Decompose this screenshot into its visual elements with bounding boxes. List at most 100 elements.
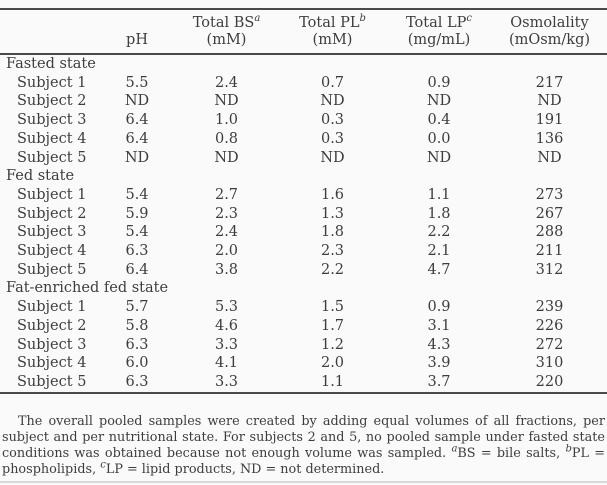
cell-bs: 5.3 [214, 299, 239, 316]
section-label-fat-enriched: Fat-enriched fed state [6, 280, 169, 297]
cell-pl: 2.0 [320, 355, 345, 372]
cell-lp: 2.1 [427, 243, 451, 260]
cell-ph: 6.0 [125, 355, 149, 372]
header-ph-label: pH [126, 32, 148, 48]
header-total-pl: Total PLb (mM) [279, 9, 386, 55]
row-label: Subject 5 [17, 373, 87, 390]
cell-ph: 6.4 [125, 130, 149, 147]
cell-lp: 3.9 [427, 355, 451, 372]
cell-lp: ND [426, 149, 452, 166]
row-label: Subject 5 [17, 261, 87, 278]
cell-lp: 1.1 [427, 186, 451, 203]
cell-bs: 2.3 [214, 205, 239, 222]
cell-osm: ND [537, 93, 562, 110]
cell-lp: 3.7 [427, 373, 451, 390]
cell-lp: 0.0 [427, 130, 451, 147]
header-total-pl-unit: (mM) [312, 32, 353, 48]
header-total-bs: Total BSa (mM) [174, 9, 279, 55]
cell-pl: 1.3 [320, 205, 345, 222]
cell-lp: 4.3 [427, 336, 451, 353]
cell-pl: ND [320, 93, 345, 110]
cell-pl: ND [320, 149, 345, 166]
cell-lp: ND [426, 93, 452, 110]
cell-pl: 1.5 [320, 299, 345, 316]
row-label: Subject 4 [17, 355, 87, 372]
header-total-lp-label: Total LP [406, 15, 467, 31]
cell-osm: 272 [535, 336, 564, 353]
row-label: Subject 2 [17, 205, 87, 222]
header-total-pl-label: Total PL [299, 15, 360, 31]
cell-lp: 0.9 [427, 299, 451, 316]
row-label: Subject 3 [17, 224, 87, 241]
footnote-sup-a: a [451, 443, 458, 455]
section-row: Fed state [0, 167, 607, 186]
header-total-bs-unit: (mM) [206, 32, 247, 48]
table-row: Subject 1 5.7 5.3 1.5 0.9 239 [0, 298, 607, 317]
cell-bs: 2.7 [214, 186, 239, 203]
cell-pl: 2.3 [320, 243, 345, 260]
cell-ph: ND [124, 93, 150, 110]
header-ph: pH [100, 9, 174, 55]
table-row: Subject 2 ND ND ND ND ND [0, 92, 607, 111]
cell-ph: 6.3 [125, 243, 149, 260]
table-row: Subject 4 6.0 4.1 2.0 3.9 310 [0, 354, 607, 373]
cell-osm: 220 [535, 373, 564, 390]
cell-bs: 4.6 [214, 317, 239, 334]
cell-osm: 226 [535, 317, 564, 334]
row-label: Subject 4 [17, 243, 87, 260]
pooled-samples-table: pH Total BSa (mM) Total PLb (mM) Total L… [0, 8, 607, 394]
header-total-lp: Total LPc (mg/mL) [386, 9, 492, 55]
footnote-marker-a: a [254, 13, 261, 25]
row-label: Subject 2 [17, 317, 87, 334]
table-row: Subject 3 6.4 1.0 0.3 0.4 191 [0, 111, 607, 130]
page-edge-line [0, 481, 607, 483]
footnote-marker-b: b [359, 13, 366, 25]
table-row: Subject 4 6.3 2.0 2.3 2.1 211 [0, 242, 607, 261]
cell-bs: 2.0 [214, 243, 239, 260]
cell-osm: 312 [535, 261, 564, 278]
cell-pl: 1.6 [320, 186, 345, 203]
cell-ph: 6.4 [125, 112, 149, 129]
cell-osm: 267 [535, 205, 564, 222]
row-label: Subject 4 [17, 130, 87, 147]
cell-pl: 1.7 [320, 317, 345, 334]
table-header: pH Total BSa (mM) Total PLb (mM) Total L… [0, 9, 607, 55]
cell-osm: 211 [535, 243, 564, 260]
cell-lp: 1.8 [427, 205, 451, 222]
table-row: Subject 2 5.9 2.3 1.3 1.8 267 [0, 205, 607, 224]
cell-lp: 0.9 [427, 74, 451, 91]
cell-pl: 1.8 [320, 224, 345, 241]
header-total-bs-label: Total BS [192, 15, 255, 31]
cell-osm: 288 [535, 224, 564, 241]
cell-osm: ND [537, 149, 562, 166]
table-row: Subject 3 5.4 2.4 1.8 2.2 288 [0, 223, 607, 242]
cell-ph: 6.3 [125, 373, 149, 390]
cell-lp: 2.2 [427, 224, 451, 241]
cell-ph: 5.5 [125, 74, 149, 91]
cell-pl: 0.7 [320, 74, 345, 91]
footnote-def-b: PL = phospholipids, [2, 445, 605, 477]
cell-bs: 2.4 [214, 224, 239, 241]
cell-bs: 1.0 [214, 112, 239, 129]
table-row: Subject 1 5.4 2.7 1.6 1.1 273 [0, 186, 607, 205]
table-row: Subject 5 6.4 3.8 2.2 4.7 312 [0, 261, 607, 280]
table-row: Subject 3 6.3 3.3 1.2 4.3 272 [0, 336, 607, 355]
footnote-sup-b: b [565, 443, 572, 455]
section-label-fed: Fed state [6, 168, 75, 185]
cell-ph: 5.7 [125, 299, 149, 316]
table-row: Subject 5 ND ND ND ND ND [0, 149, 607, 168]
section-row: Fat-enriched fed state [0, 279, 607, 298]
cell-bs: 4.1 [214, 355, 239, 372]
cell-pl: 0.3 [320, 112, 345, 129]
row-label: Subject 5 [17, 149, 87, 166]
section-label-fasted: Fasted state [6, 56, 96, 72]
table-row: Subject 2 5.8 4.6 1.7 3.1 226 [0, 317, 607, 336]
row-label: Subject 1 [17, 186, 87, 203]
cell-pl: 1.1 [320, 373, 345, 390]
cell-osm: 239 [535, 299, 564, 316]
cell-bs: ND [214, 93, 239, 110]
cell-osm: 273 [535, 186, 564, 203]
footnote-def-a: BS = bile salts, [457, 445, 566, 461]
header-osmolality-label: Osmolality [510, 15, 589, 31]
